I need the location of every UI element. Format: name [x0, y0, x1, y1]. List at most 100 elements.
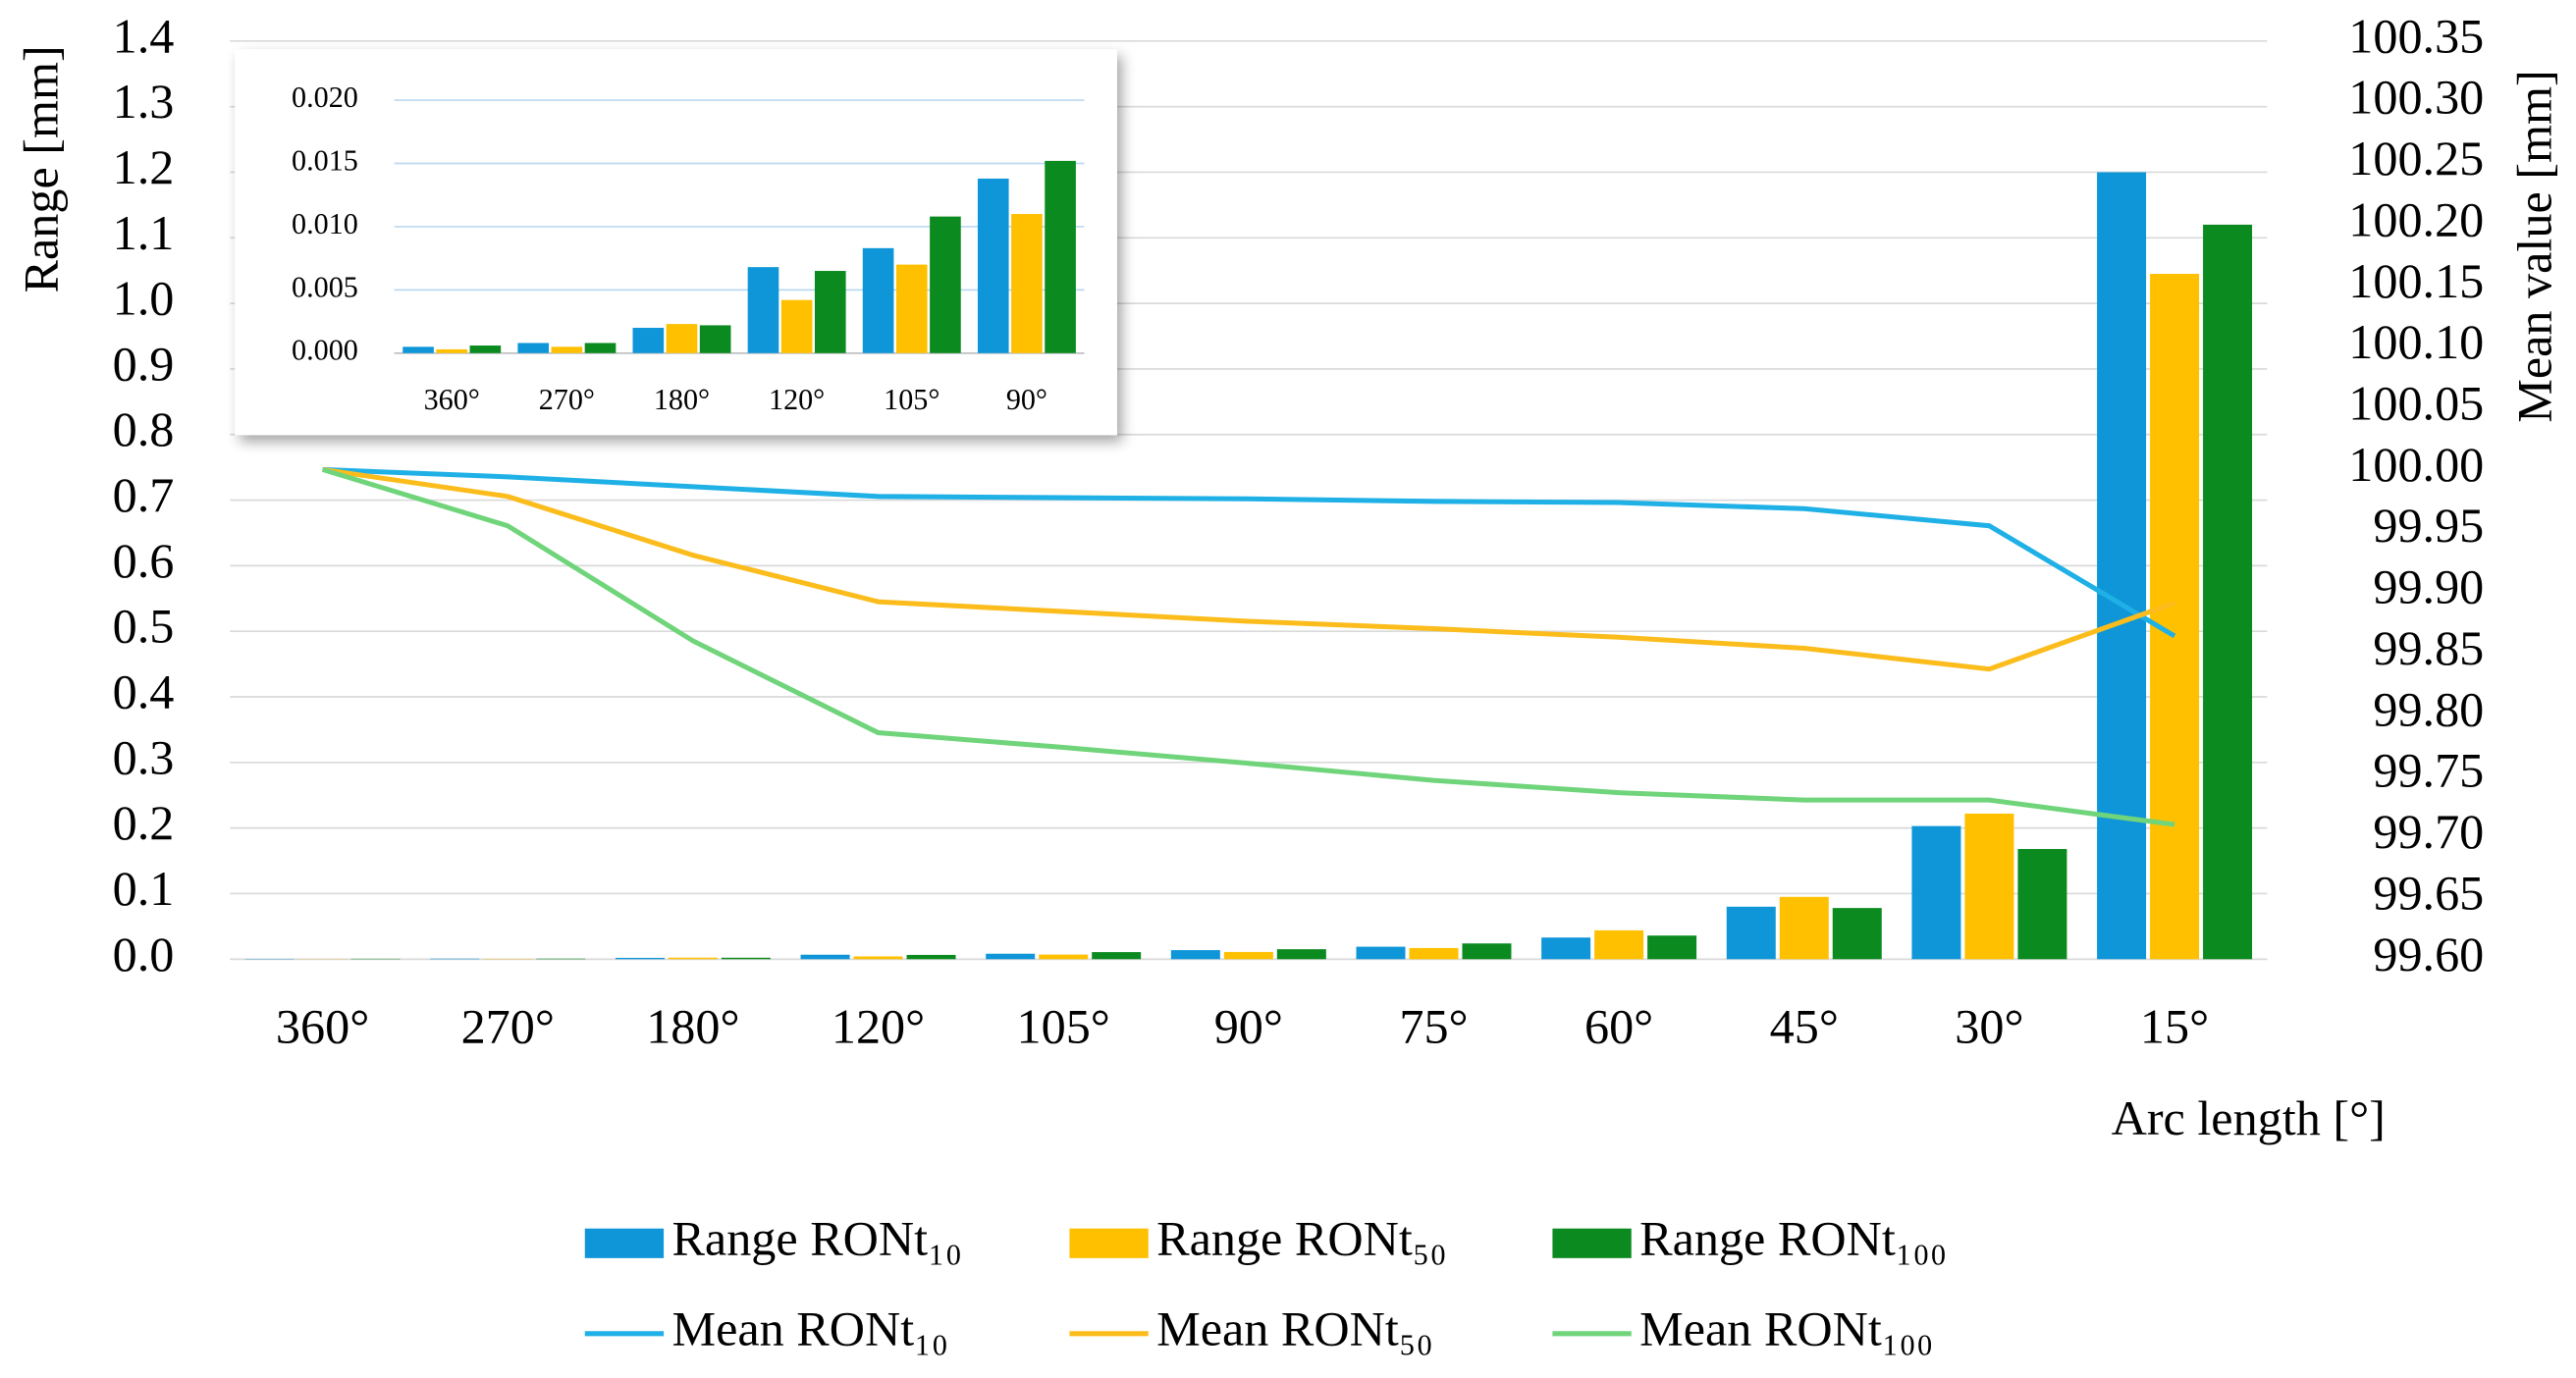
x-tick-label: 120° [769, 383, 825, 416]
bar [668, 957, 718, 960]
y2-tick-label: 99.95 [2373, 498, 2484, 553]
bar [780, 299, 813, 353]
bar [430, 958, 480, 960]
y-tick-label: 1.1 [113, 205, 175, 260]
legend-swatch [584, 1228, 665, 1258]
y2-tick-label: 99.60 [2373, 927, 2484, 981]
bar [1726, 906, 1776, 960]
bar [436, 348, 468, 353]
bar [721, 957, 771, 960]
bar [536, 958, 586, 960]
x-tick-label: 360° [424, 383, 480, 416]
bar [666, 324, 698, 353]
x-tick-label: 90° [1006, 383, 1047, 416]
y2-tick-label: 100.15 [2348, 253, 2484, 308]
y2-tick-label: 100.05 [2348, 376, 2484, 431]
bar [1011, 214, 1043, 353]
bar [862, 247, 894, 353]
bar [1541, 937, 1591, 960]
bar [800, 954, 850, 960]
bar [469, 345, 502, 353]
legend-swatch [1552, 1228, 1632, 1258]
y2-tick-label: 100.00 [2348, 437, 2484, 492]
bar [402, 346, 434, 353]
y2-tick-label: 99.70 [2373, 804, 2484, 859]
y-tick-label: 1.3 [113, 74, 175, 129]
y2-tick-label: 99.75 [2373, 743, 2484, 798]
bar [615, 957, 665, 960]
bar [1911, 825, 1961, 960]
bar [1223, 951, 1273, 960]
bar [895, 264, 928, 353]
legend-label: Range RONt₅₀ [1156, 1210, 1447, 1265]
legend-label: Range RONt₁₀ [671, 1210, 962, 1265]
y-tick-label: 0.6 [113, 533, 175, 588]
legend: Range RONt₁₀ Range RONt₅₀ Range RONt₁₀₀ Mea… [584, 1210, 1947, 1355]
y-tick-label: 0.9 [113, 336, 175, 391]
inset-panel [235, 49, 1117, 436]
bar [1462, 943, 1512, 960]
y2-tick-label: 99.65 [2373, 865, 2484, 920]
legend-label: Range RONt₁₀₀ [1639, 1210, 1947, 1265]
bar [906, 954, 956, 960]
y-tick-label: 0.015 [292, 143, 358, 177]
y-tick-label: 0.8 [113, 401, 175, 456]
x-tick-label: 180° [654, 383, 710, 416]
x-tick-label: 30° [1955, 998, 2023, 1053]
bar [1045, 160, 1076, 353]
y2-tick-label: 100.35 [2348, 8, 2484, 63]
bar [2017, 849, 2067, 960]
bar [1832, 908, 1882, 960]
y2-tick-label: 99.85 [2373, 620, 2484, 675]
line-series [321, 466, 2175, 827]
y2-tick-label: 100.20 [2348, 191, 2484, 246]
y2-tick-label: 100.10 [2348, 314, 2484, 369]
legend-label: Mean RONt₁₀₀ [1639, 1300, 1933, 1355]
inset-chart: 0.000 0.005 0.010 0.015 0.020 360° 270° 180° 120… [235, 49, 1117, 436]
x-tick-label: 270° [461, 998, 555, 1053]
y-tick-label: 0.000 [292, 334, 358, 367]
x-tick-label: 15° [2140, 998, 2209, 1053]
line-series [322, 466, 2175, 672]
bar [853, 956, 903, 960]
bar [699, 325, 731, 353]
y-tick-label: 1.2 [113, 139, 175, 194]
y-tick-label: 0.005 [292, 270, 358, 303]
bar [2203, 224, 2253, 960]
x-tick-label: 90° [1214, 998, 1283, 1053]
bar [1964, 813, 2014, 960]
y2-tick-label: 100.25 [2348, 131, 2484, 186]
bar [1356, 946, 1406, 960]
y-tick-label: 0.2 [113, 795, 175, 850]
x-tick-label: 60° [1584, 998, 1653, 1053]
x-tick-label: 180° [646, 998, 739, 1053]
y2-tick-label: 100.30 [2348, 70, 2484, 125]
y-tick-label: 0.010 [292, 207, 358, 240]
bar [1039, 954, 1089, 960]
y-tick-label: 1.0 [113, 271, 175, 326]
bar [814, 271, 846, 353]
bar [1276, 949, 1326, 960]
y-tick-label: 0.0 [113, 927, 175, 981]
legend-label: Mean RONt₅₀ [1156, 1300, 1433, 1355]
x-tick-label: 360° [276, 998, 369, 1053]
bar [2097, 172, 2147, 960]
y-tick-label: 1.4 [113, 8, 175, 63]
bar [584, 343, 617, 353]
y-tick-label: 0.7 [113, 467, 175, 522]
y2-tick-label: 99.80 [2373, 681, 2484, 736]
x-tick-label: 75° [1399, 998, 1468, 1053]
legend-swatch [1069, 1228, 1149, 1258]
x-tick-label: 45° [1770, 998, 1839, 1053]
x-tick-label: 105° [884, 383, 939, 416]
x-tick-label: 105° [1017, 998, 1110, 1053]
bar [1647, 935, 1697, 960]
x-tick-label: 120° [832, 998, 925, 1053]
y2-tick-label: 99.90 [2373, 559, 2484, 614]
bar [986, 953, 1036, 960]
bar [551, 346, 583, 353]
bar [1170, 950, 1220, 960]
bar [977, 178, 1009, 353]
